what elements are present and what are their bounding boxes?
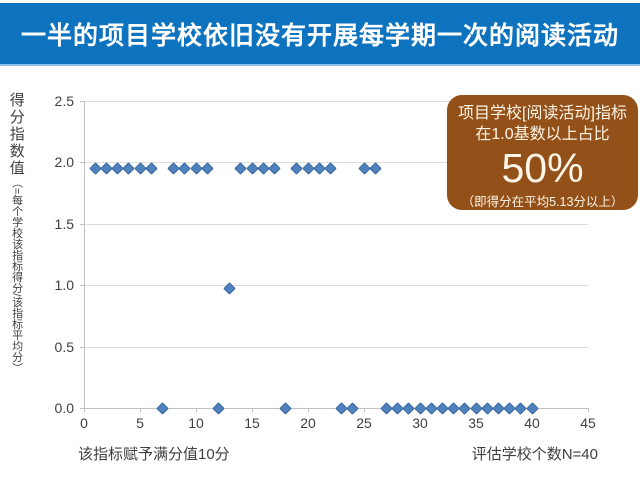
data-point	[346, 401, 360, 415]
data-point	[144, 162, 158, 175]
y-tick-label: 0.0	[54, 400, 74, 416]
data-point	[525, 401, 539, 415]
y-axis-tick	[80, 223, 84, 225]
slide-title: 一半的项目学校依旧没有开展每学期一次的阅读活动	[20, 21, 619, 50]
x-tick-label: 30	[412, 415, 428, 431]
y-axis-tick	[80, 162, 84, 164]
footnote-sample-size: 评估学校个数N=40	[471, 446, 598, 463]
data-point	[268, 162, 281, 175]
data-point	[514, 401, 528, 415]
y-axis-tick	[80, 285, 84, 287]
y-axis-tick	[80, 346, 84, 348]
x-axis-tick	[140, 408, 141, 412]
y-tick-label: 0.5	[54, 338, 74, 355]
gridline	[84, 346, 588, 348]
data-point	[122, 162, 136, 175]
x-axis-tick	[308, 408, 309, 412]
x-axis-tick	[364, 408, 365, 412]
x-tick-label: 35	[468, 415, 484, 431]
data-point	[178, 162, 192, 175]
x-tick-label: 20	[300, 415, 316, 431]
gridline	[84, 285, 588, 287]
x-tick-label: 0	[80, 415, 88, 431]
x-axis-tick	[252, 408, 253, 412]
data-point	[279, 401, 292, 415]
gridline	[84, 223, 588, 225]
data-point	[156, 401, 169, 415]
gridline	[84, 162, 588, 164]
x-axis-tick	[588, 408, 589, 412]
y-tick-label: 1.0	[54, 277, 74, 294]
y-axis-tick	[80, 101, 84, 102]
y-axis-tick	[80, 408, 84, 409]
y-tick-label: 2.0	[54, 154, 74, 171]
gridline	[84, 101, 588, 102]
y-axis-title-sub: （=每个学校该指标得分/该指标平均分）	[10, 177, 23, 374]
x-tick-label: 25	[356, 415, 372, 431]
y-axis-title-main: 得分指数值	[7, 92, 25, 177]
data-point	[368, 162, 382, 175]
x-tick-label: 40	[524, 415, 540, 431]
data-point	[324, 162, 337, 175]
data-point	[402, 401, 416, 415]
data-point	[234, 162, 248, 175]
x-tick-label: 5	[136, 415, 144, 431]
data-point	[290, 162, 304, 175]
y-tick-label: 1.5	[54, 215, 74, 232]
title-bar: 一半的项目学校依旧没有开展每学期一次的阅读活动	[0, 3, 640, 66]
x-axis-tick	[84, 408, 85, 412]
data-point	[212, 401, 225, 415]
x-tick-label: 15	[244, 415, 260, 431]
x-tick-label: 10	[188, 415, 204, 431]
x-tick-label: 45	[580, 415, 596, 431]
callout-text: 项目学校[阅读活动]指标在1.0基数以上占比	[458, 105, 627, 143]
data-point	[200, 162, 214, 175]
footnote-max-score: 该指标赋予满分值10分	[78, 446, 230, 463]
x-axis-tick	[196, 408, 197, 412]
y-tick-label: 2.5	[54, 93, 74, 109]
y-axis-title: 得分指数值 （=每个学校该指标得分/该指标平均分）	[7, 92, 25, 410]
callout-badge: 项目学校[阅读活动]指标在1.0基数以上占比 50% （即得分在平均5.13分以…	[447, 95, 638, 210]
data-point	[458, 401, 472, 415]
callout-subtext: （即得分在平均5.13分以上）	[461, 194, 624, 209]
callout-percentage: 50%	[501, 144, 584, 191]
y-axis-line	[84, 101, 85, 412]
